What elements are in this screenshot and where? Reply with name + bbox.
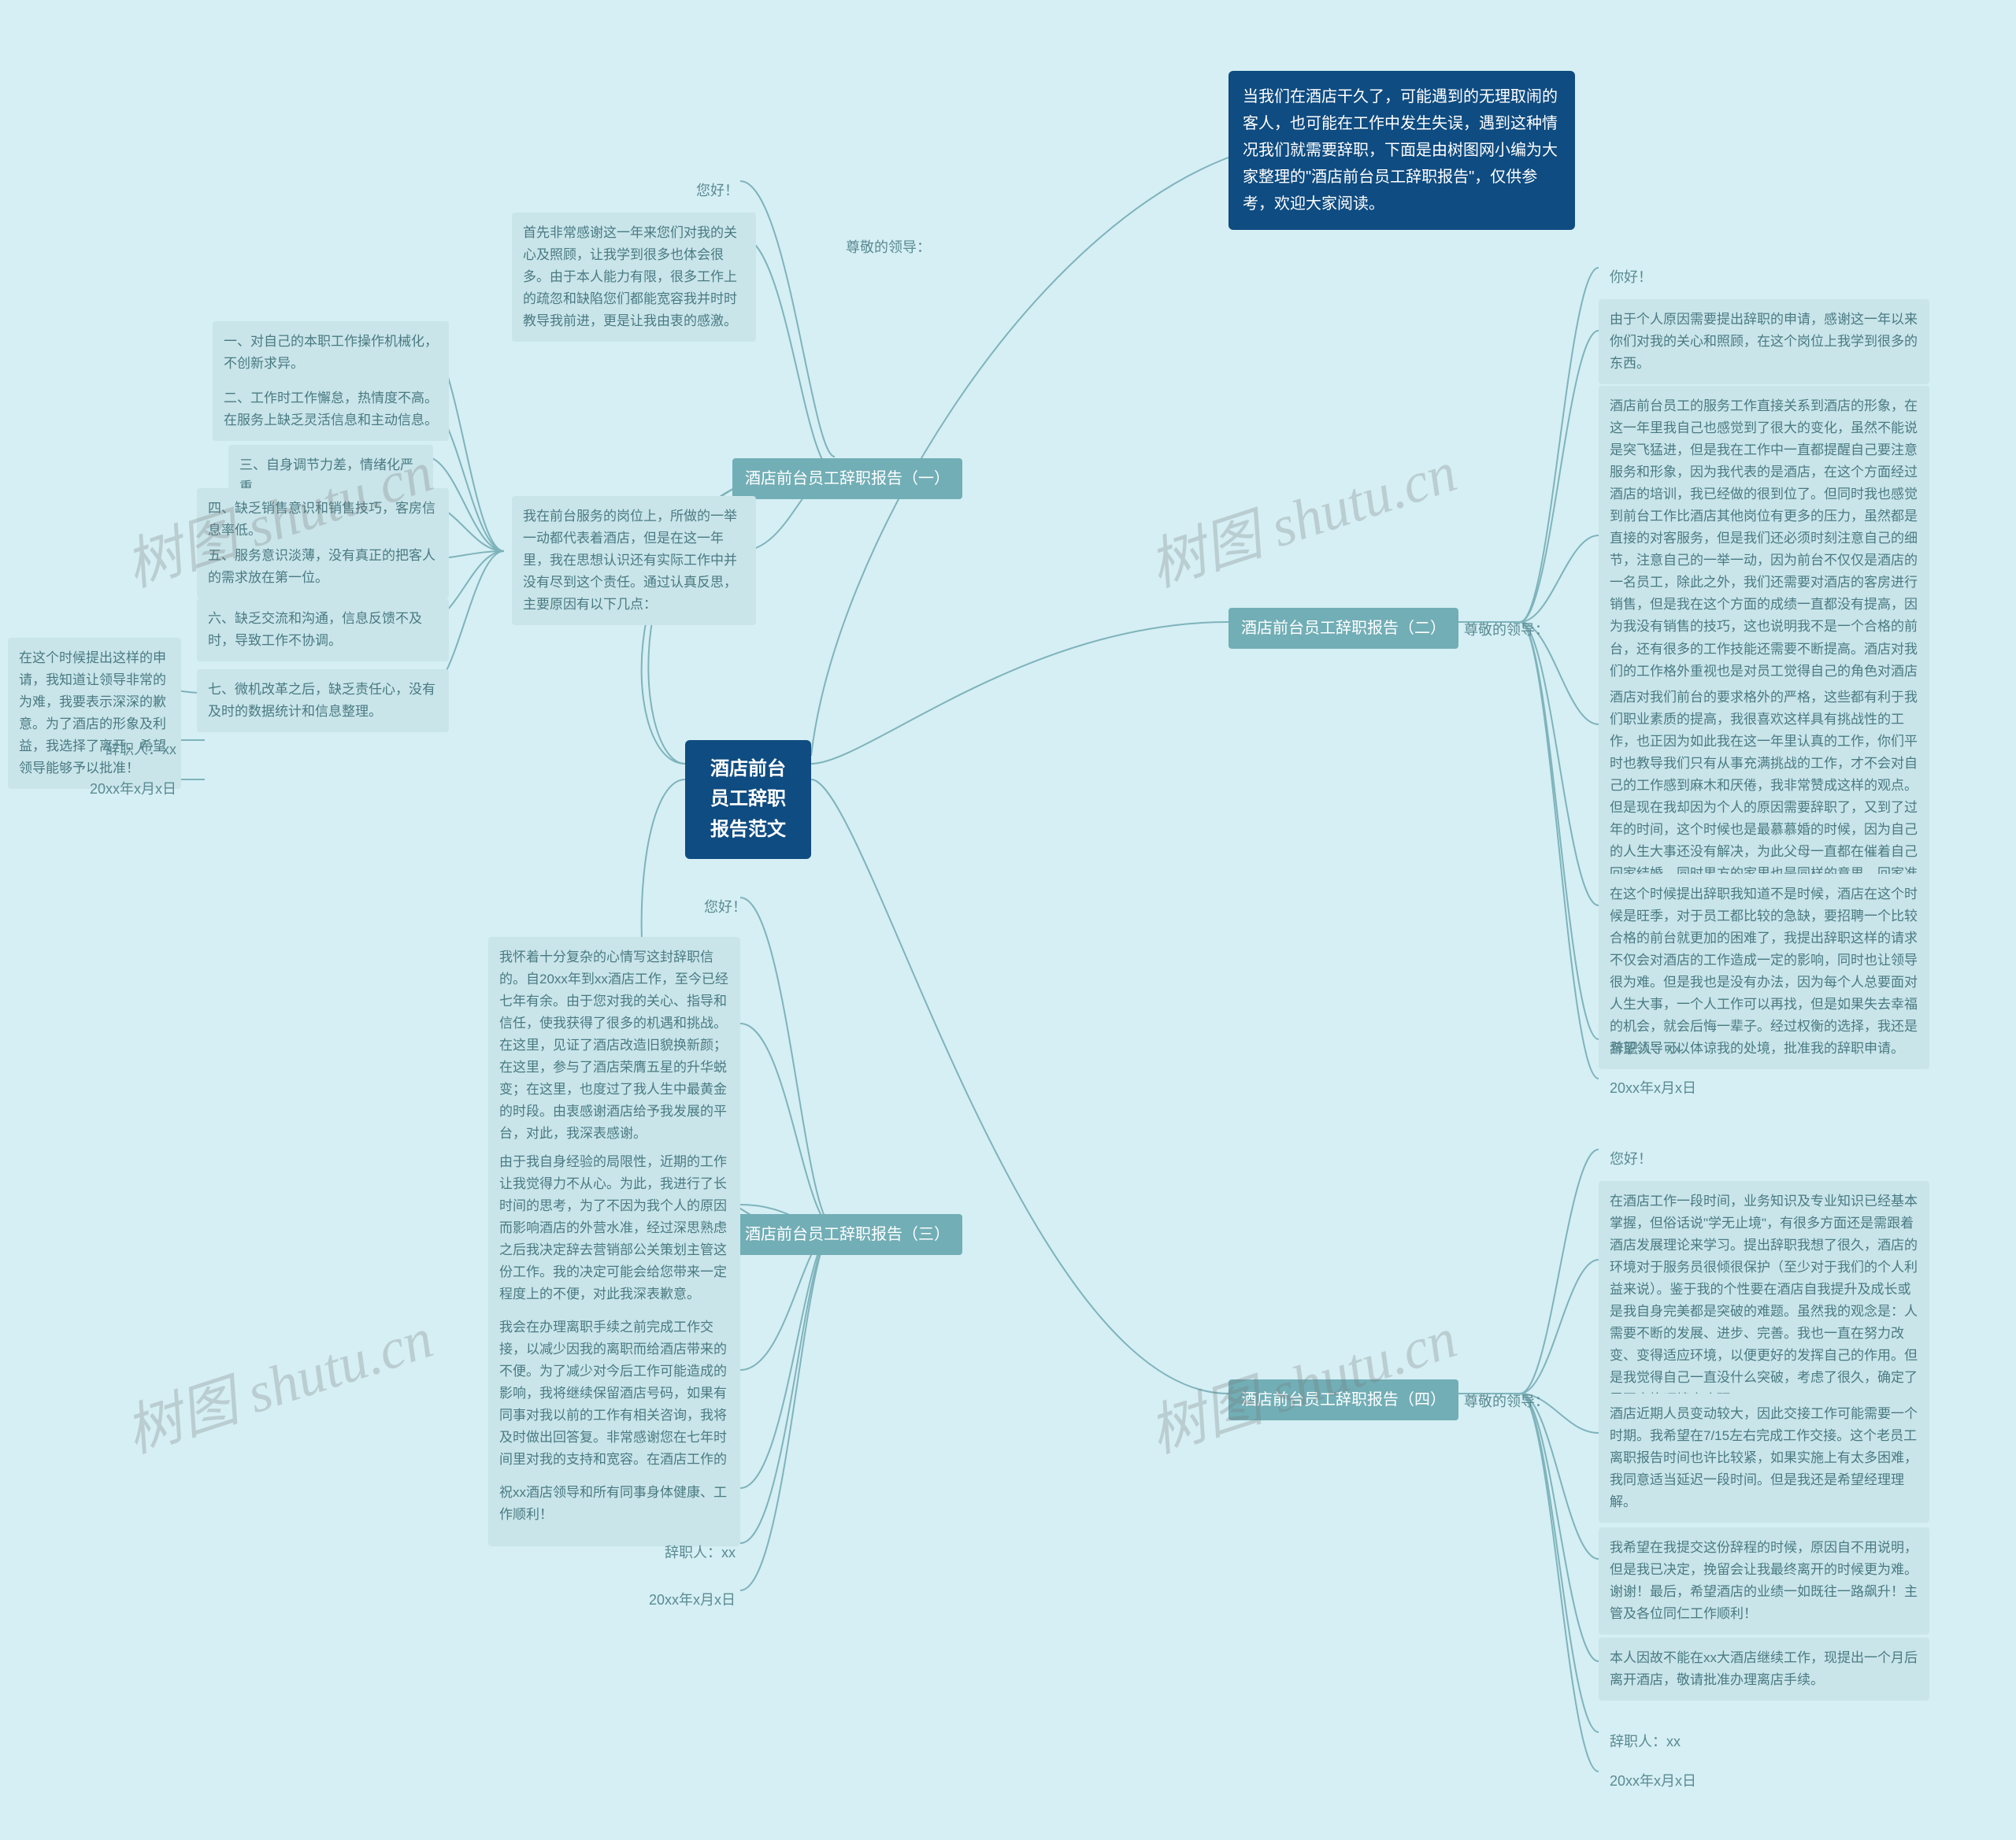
branch-report2[interactable]: 酒店前台员工辞职报告（二）: [1228, 608, 1458, 649]
report4-title: 酒店前台员工辞职报告（四）: [1241, 1391, 1446, 1409]
report4-greeting: 您好！: [1599, 1140, 1663, 1179]
report4-signoff-date: 20xx年x月x日: [1599, 1762, 1707, 1801]
watermark: 树图 shutu.cn: [1137, 425, 1466, 602]
branch-report3[interactable]: 酒店前台员工辞职报告（三）: [732, 1214, 962, 1255]
root-node[interactable]: 酒店前台员工辞职报告范文: [685, 740, 811, 859]
report2-signoff-date: 20xx年x月x日: [1599, 1069, 1707, 1108]
report3-p4: 祝xx酒店领导和所有同事身体健康、工作顺利！: [488, 1472, 740, 1535]
report4-p2: 酒店近期人员变动较大，因此交接工作可能需要一个时期。我希望在7/15左右完成工作…: [1599, 1394, 1929, 1523]
branch-report4[interactable]: 酒店前台员工辞职报告（四）: [1228, 1379, 1458, 1420]
report3-signoff-date: 20xx年x月x日: [638, 1581, 747, 1620]
report3-greeting: 您好！: [693, 888, 758, 927]
report2-salutation: 尊敬的领导：: [1453, 611, 1560, 650]
report2-p1: 由于个人原因需要提出辞职的申请，感谢这一年以来你们对我的关心和照顾，在这个岗位上…: [1599, 299, 1929, 384]
branch-report1[interactable]: 酒店前台员工辞职报告（一）: [732, 458, 962, 499]
report3-p1: 我怀着十分复杂的心情写这封辞职信的。自20xx年到xx酒店工作，至今已经七年有余…: [488, 937, 740, 1154]
report3-signoff-person: 辞职人：xx: [654, 1534, 747, 1572]
intro-text: 当我们在酒店干久了，可能遇到的无理取闹的客人，也可能在工作中发生失误，遇到这种情…: [1243, 88, 1558, 213]
report1-signoff-date: 20xx年x月x日: [79, 770, 187, 809]
report1-point5: 五、服务意识淡薄，没有真正的把客人的需求放在第一位。: [197, 535, 449, 598]
watermark: 树图 shutu.cn: [113, 1291, 442, 1468]
report4-signoff-person: 辞职人：xx: [1599, 1723, 1692, 1761]
report1-greeting: 您好！: [685, 172, 750, 210]
report2-greeting: 你好！: [1599, 258, 1663, 297]
report3-p2: 由于我自身经验的局限性，近期的工作让我觉得力不从心。为此，我进行了长时间的思考，…: [488, 1142, 740, 1315]
report1-p1: 首先非常感谢这一年来您们对我的关心及照顾，让我学到很多也体会很多。由于本人能力有…: [512, 213, 756, 342]
report4-p1: 在酒店工作一段时间，业务知识及专业知识已经基本掌握，但俗话说"学无止境"，有很多…: [1599, 1181, 1929, 1420]
report2-signoff-person: 辞职人：xx: [1599, 1030, 1692, 1068]
report1-p2: 我在前台服务的岗位上，所做的一举一动都代表着酒店，但是在这一年里，我在思想认识还…: [512, 496, 756, 625]
report1-point2: 二、工作时工作懈怠，热情度不高。在服务上缺乏灵活信息和主动信息。: [213, 378, 449, 441]
report4-p4: 本人因故不能在xx大酒店继续工作，现提出一个月后离开酒店，敬请批准办理离店手续。: [1599, 1638, 1929, 1701]
report1-point7: 七、微机改革之后，缺乏责任心，没有及时的数据统计和信息整理。: [197, 669, 449, 732]
report1-salutation: 尊敬的领导：: [835, 228, 942, 267]
root-title: 酒店前台员工辞职报告范文: [710, 758, 786, 840]
report1-point1: 一、对自己的本职工作操作机械化，不创新求异。: [213, 321, 449, 384]
report2-title: 酒店前台员工辞职报告（二）: [1241, 620, 1446, 637]
report1-title: 酒店前台员工辞职报告（一）: [745, 470, 950, 487]
report4-salutation: 尊敬的领导：: [1453, 1383, 1560, 1421]
report4-p3: 我希望在我提交这份辞程的时候，原因自不用说明，但是我已决定，挽留会让我最终离开的…: [1599, 1527, 1929, 1635]
report1-signoff-person: 辞职人：xx: [94, 731, 187, 769]
report1-point6: 六、缺乏交流和沟通，信息反馈不及时，导致工作不协调。: [197, 598, 449, 661]
report3-title: 酒店前台员工辞职报告（三）: [745, 1226, 950, 1243]
intro-box: 当我们在酒店干久了，可能遇到的无理取闹的客人，也可能在工作中发生失误，遇到这种情…: [1228, 71, 1575, 230]
